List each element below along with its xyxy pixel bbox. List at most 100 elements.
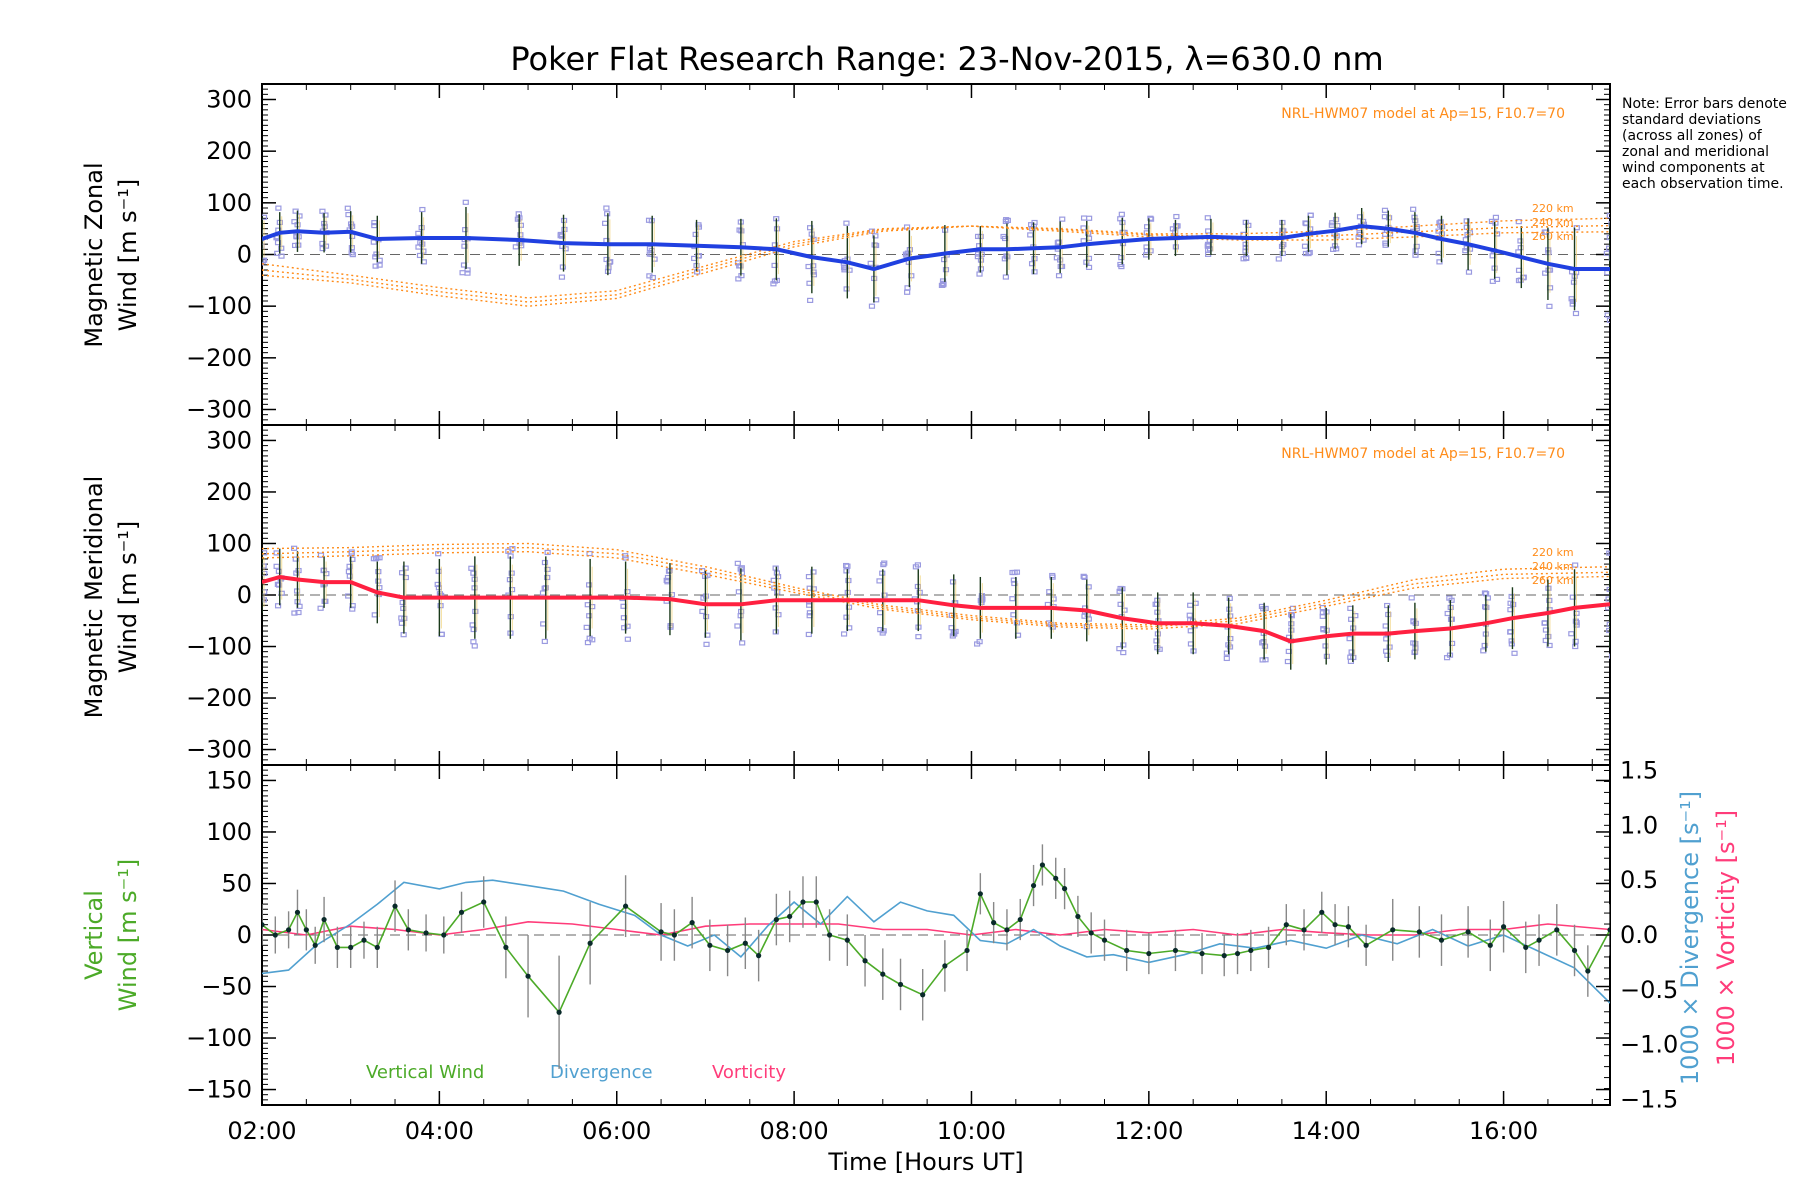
vertical-wind-point [303,927,309,933]
plot-layer: −300−200−1000100200300−300−200−100010020… [186,83,1678,1145]
meridional-zone-point [840,631,848,637]
vertical-ytick-right-label: −0.5 [1620,976,1678,1004]
meridional-zone-point [739,640,746,646]
meridional-zone-point [1410,618,1417,624]
meridional-zone-point [1153,638,1160,644]
meridional-ytick-label: 0 [237,581,252,609]
meridional-zone-point [584,640,592,646]
vertical-wind-point [724,947,731,954]
x-tick-label: 12:00 [1114,1117,1183,1145]
zonal-zone-point [1086,215,1093,221]
zonal-zone-point [1080,238,1087,244]
meridional-zone-point [1346,636,1353,642]
zonal-zone-point [561,226,568,233]
zonal-zone-point [462,227,469,233]
meridional-zone-point [1408,595,1415,601]
vertical-wind-point [1265,944,1272,950]
legend-divergence: Divergence [550,1062,653,1083]
zonal-zone-point [1517,238,1524,244]
vertical-wind-point [977,891,983,897]
meridional-zone-point [541,638,548,645]
meridional-zone-point [1481,590,1489,596]
vorticity-line [262,920,1610,936]
meridional-zone-point [1049,574,1056,580]
meridional-zone-point [805,631,812,638]
zonal-zone-point [1279,250,1286,257]
meridional-zone-point [1187,602,1194,608]
meridional-zone-point [540,621,547,627]
zonal-zone-point [603,205,610,211]
meridional-zone-point [371,612,378,618]
meridional-zone-point [348,549,355,555]
zonal-zone-point [1489,278,1496,284]
vertical-wind-point [756,953,762,959]
meridional-zone-point [1009,596,1016,602]
vertical-wind-point [321,916,327,923]
zonal-zone-point [349,233,356,240]
zonal-zone-point [1360,218,1367,225]
zonal-zone-point [1332,216,1340,223]
zonal-zone-point [274,240,282,246]
vertical-ylabel: Vertical Wind [m s⁻¹] [80,859,142,1011]
vertical-wind-point [1465,929,1471,935]
vertical-wind-point [1004,927,1010,933]
meridional-zone-point [915,634,922,640]
meridional-zone-point [1444,610,1451,617]
zonal-zone-point [514,216,521,222]
zonal-zone-point [604,211,611,217]
meridional-zone-point [435,551,442,557]
meridional-zone-point [372,556,380,562]
zonal-zone-point [868,303,876,309]
zonal-zone-point [278,253,285,259]
meridional-zone-point [1223,655,1230,662]
zonal-zone-point [262,258,266,264]
vertical-wind-point [1301,927,1307,933]
meridional-zone-point [275,568,283,574]
vertical-ytick-right-label: 1.0 [1620,811,1658,839]
zonal-zone-point [649,274,656,281]
vertical-wind-point [844,937,850,943]
vertical-wind-point [1523,944,1529,950]
meridional-zone-point [345,593,352,599]
vertical-plot-area [262,844,1610,1069]
meridional-zone-point [1480,648,1487,654]
zonal-zone-point [1205,228,1212,234]
vertical-wind-point [897,981,904,988]
vertical-wind-point [1390,927,1396,933]
meridional-zone-point [1382,623,1389,629]
vertical-wind-point [587,940,593,946]
zonal-zone-point [1569,298,1576,304]
zonal-zone-point [692,231,699,238]
meridional-zone-point [1608,550,1610,556]
vertical-ylabel-line2: Wind [m s⁻¹] [114,859,142,1011]
zonal-zone-point [807,297,814,303]
meridional-zone-point [881,560,888,566]
zonal-zone-point [1029,226,1036,232]
zonal-zone-point [1306,249,1313,256]
zonal-zone-point [1543,229,1550,235]
meridional-zone-point [843,614,850,620]
vertical-wind-point [1345,924,1351,930]
meridional-zone-point [620,615,627,621]
meridional-zone-point [291,610,298,616]
vertical-wind-point [1101,937,1108,943]
meridional-zone-point [399,599,406,606]
meridional-zone-point [262,607,263,613]
meridional-alt-220: 220 km [1532,546,1574,559]
vertical-wind-point [312,942,318,948]
vertical-ytick-label: 100 [206,818,252,846]
zonal-zone-point [1492,214,1500,220]
meridional-ylabel-line1: Magnetic Meridional [80,476,108,719]
zonal-zone-point [1356,214,1364,220]
zonal-zone-point [1608,221,1610,227]
meridional-zone-point [976,639,983,645]
zonal-zone-point [1003,217,1010,223]
vertical-wind-point [1088,930,1094,936]
vertical-wind-point [1319,909,1325,915]
meridional-zone-point [738,570,745,576]
meridional-zone-point [470,570,477,576]
meridional-zone-point [470,626,477,633]
meridional-zone-point [734,623,741,629]
vertical-ytick-right-label: 0.0 [1620,921,1658,949]
vertical-wind-point [1146,950,1152,957]
